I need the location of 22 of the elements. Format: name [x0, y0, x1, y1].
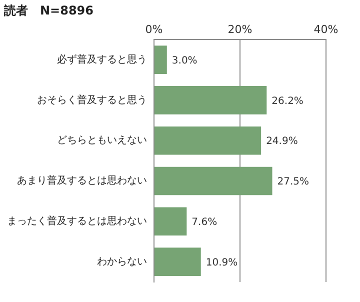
data-label: 27.5%	[277, 176, 310, 188]
bar	[154, 166, 272, 196]
data-label: 7.6%	[192, 216, 218, 228]
y-tick-label: あまり普及するとは思わない	[17, 174, 147, 187]
data-label: 26.2%	[272, 96, 304, 107]
bar	[154, 207, 187, 236]
bar	[154, 46, 167, 74]
x-tick-label: 0%	[145, 22, 163, 36]
y-tick-label: おそらく普及すると思う	[37, 94, 147, 106]
data-label: 24.9%	[266, 136, 298, 148]
text: 読者 N=8896	[3, 3, 94, 18]
data-label: 10.9%	[206, 257, 238, 268]
bar	[154, 126, 262, 155]
bar	[154, 248, 201, 276]
y-tick-label: わからない	[97, 256, 147, 268]
x-tick-label: 40%	[314, 22, 338, 36]
bar	[154, 86, 267, 114]
y-tick-label: まったく普及するとは思わない	[7, 214, 147, 227]
data-label: 3.0%	[172, 55, 198, 66]
y-tick-label: どちらともいえない	[57, 135, 147, 146]
y-tick-label: 必ず普及すると思う	[57, 53, 147, 66]
x-tick-label: 20%	[228, 22, 252, 36]
